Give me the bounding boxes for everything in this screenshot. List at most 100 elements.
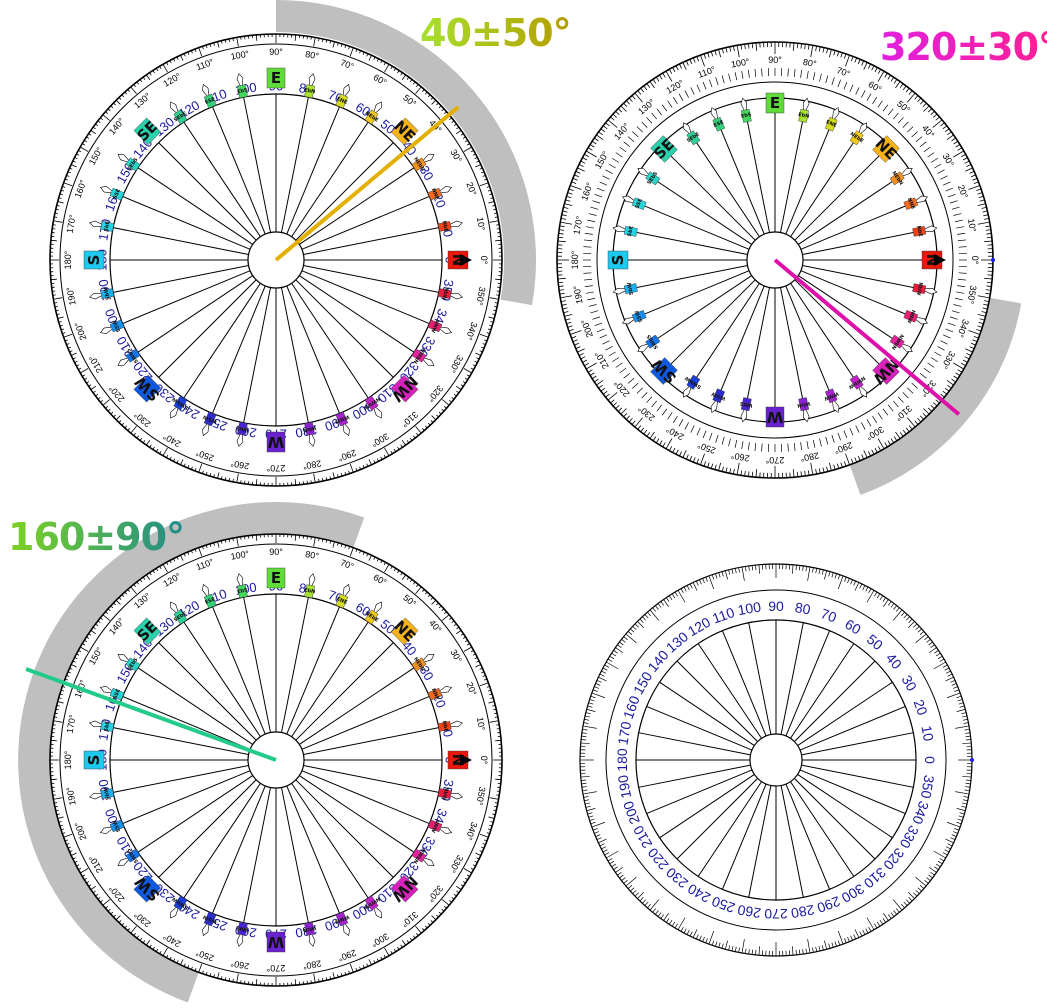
svg-text:70°: 70° [339, 558, 356, 572]
svg-text:SbW: SbW [103, 286, 111, 300]
compass-point-nne: NNE [427, 186, 453, 201]
svg-text:WbN: WbN [797, 400, 811, 408]
svg-text:0°: 0° [479, 756, 489, 765]
compass-point-nwbn: NWbN [411, 847, 435, 866]
svg-text:160: 160 [620, 693, 643, 721]
compass-point-nbw: NbW [912, 282, 938, 297]
compass-point-n: N [447, 250, 472, 270]
compass-point-nnw: NNW [427, 818, 453, 834]
svg-text:260°: 260° [229, 958, 249, 971]
svg-text:0: 0 [922, 756, 938, 764]
svg-text:60: 60 [842, 616, 864, 638]
svg-text:0°: 0° [479, 256, 489, 265]
compass-point-wbs: WbS [739, 397, 753, 423]
svg-text:270°: 270° [266, 463, 285, 473]
svg-text:ESE: ESE [713, 119, 725, 129]
compass-point-swbs: SWbS [637, 333, 661, 352]
compass-point-sse: SSE [99, 686, 125, 701]
dial-bottom-left: 0°10°20°30°40°50°60°70°80°90°100°110°120… [8, 502, 503, 1003]
compass-point-wsw: WSW [710, 388, 727, 413]
svg-text:EbN: EbN [798, 112, 810, 120]
reading-needle [274, 105, 460, 262]
svg-text:NbE: NbE [441, 220, 449, 233]
svg-text:SbE: SbE [103, 220, 111, 232]
svg-text:NbW: NbW [915, 282, 924, 297]
hub-circle [749, 733, 803, 787]
svg-text:20°: 20° [464, 681, 478, 698]
svg-text:70: 70 [819, 605, 839, 625]
svg-text:280: 280 [790, 902, 816, 922]
svg-text:SSE: SSE [634, 197, 644, 209]
svg-text:80°: 80° [305, 549, 321, 561]
svg-text:20: 20 [911, 697, 931, 717]
svg-text:170°: 170° [65, 213, 78, 233]
svg-text:60: 60 [353, 599, 373, 619]
svg-text:WbS: WbS [235, 924, 249, 932]
svg-text:280°: 280° [302, 958, 322, 971]
svg-text:20°: 20° [464, 181, 478, 198]
compass-point-swbs: SWbS [117, 347, 141, 366]
svg-text:350°: 350° [474, 786, 487, 806]
svg-text:350°: 350° [474, 286, 487, 306]
compass-point-wnw: WNW [333, 911, 350, 937]
compass-points: NNbENNENEbNNENEbEENEEbNEEbSESESEbESESEbS… [83, 67, 472, 453]
svg-text:ENE: ENE [336, 596, 349, 606]
compass-point-ssw: SSW [99, 318, 125, 334]
svg-text:10: 10 [918, 724, 936, 742]
svg-text:SSW: SSW [634, 309, 645, 323]
compass-point-w: W [765, 406, 785, 428]
svg-text:60: 60 [353, 99, 373, 119]
svg-text:260°: 260° [730, 450, 750, 463]
svg-text:270°: 270° [266, 963, 285, 973]
svg-text:E: E [271, 69, 281, 87]
svg-text:190°: 190° [65, 786, 78, 806]
compass-point-nebn: NEbN [411, 654, 435, 673]
compass-point-sse: SSE [622, 195, 647, 210]
svg-text:170°: 170° [571, 215, 584, 235]
svg-text:70°: 70° [835, 65, 852, 79]
compass-point-swbw: SWbW [683, 374, 703, 398]
compass-point-w: W [266, 431, 286, 453]
svg-text:110: 110 [710, 604, 737, 627]
svg-text:SSE: SSE [112, 188, 122, 200]
degree-ticks [557, 42, 993, 478]
compass-point-ese: ESE [202, 83, 217, 109]
compass-point-nwbw: NWbW [847, 375, 867, 398]
svg-text:NNW: NNW [905, 309, 916, 325]
svg-text:NbE: NbE [915, 225, 923, 238]
svg-text:WNW: WNW [333, 413, 350, 425]
compass-point-nwbw: NWbW [362, 895, 382, 919]
svg-text:EbS: EbS [741, 112, 753, 120]
svg-text:30: 30 [417, 663, 437, 683]
svg-text:E: E [271, 569, 281, 587]
svg-text:80°: 80° [802, 57, 818, 69]
radial-spokes [613, 98, 937, 422]
radial-spokes [636, 620, 916, 900]
rim-marker [991, 258, 995, 262]
compass-point-nnw: NNW [903, 309, 928, 325]
svg-text:270: 270 [764, 906, 788, 922]
compass-point-nwbn: NWbN [889, 333, 913, 352]
compass-point-nbe: NbE [437, 720, 463, 733]
svg-text:0°: 0° [970, 256, 980, 265]
compass-point-s: S [83, 250, 105, 270]
compass-point-ebs: EbS [236, 573, 249, 599]
compass-point-n: N [447, 750, 472, 770]
svg-text:W: W [766, 408, 783, 426]
compass-point-nne: NNE [427, 686, 453, 701]
svg-text:EbN: EbN [303, 87, 315, 95]
readout-top-right: 320±30° [880, 25, 1047, 69]
svg-text:100°: 100° [730, 56, 750, 69]
compass-point-nbw: NbW [437, 786, 463, 801]
svg-text:ESE: ESE [204, 596, 216, 606]
svg-text:SbE: SbE [103, 720, 111, 732]
compass-point-ebn: EbN [303, 73, 316, 99]
svg-text:WNW: WNW [823, 390, 840, 402]
compass-point-sebs: SEbS [637, 168, 661, 186]
compass-point-wbn: WbN [797, 397, 811, 423]
svg-text:20°: 20° [956, 183, 970, 200]
svg-text:190°: 190° [571, 284, 584, 304]
svg-text:100: 100 [736, 598, 762, 618]
compass-point-e: E [266, 567, 286, 589]
